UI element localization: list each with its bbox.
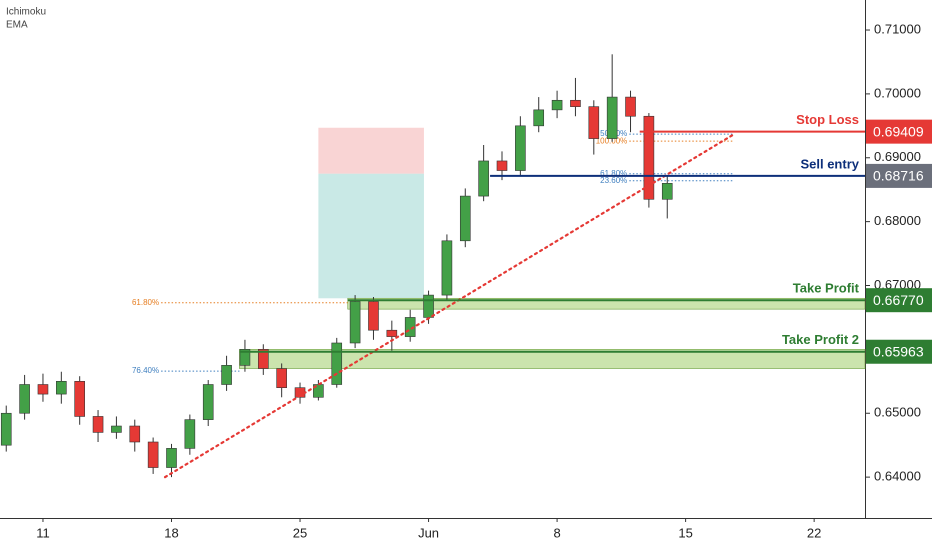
y-tick-label: 0.68000 xyxy=(874,213,921,228)
price-tag xyxy=(866,339,932,364)
fib-label: 23.60% xyxy=(600,176,627,185)
indicator-label: Ichimoku xyxy=(6,7,46,18)
fib-label: 61.80% xyxy=(132,298,159,307)
candle-body xyxy=(661,183,673,200)
candle-body xyxy=(386,329,398,337)
candle-body xyxy=(404,317,416,337)
candle-body xyxy=(56,381,67,395)
candle-body xyxy=(258,349,269,369)
candle-body xyxy=(570,99,581,107)
price-tag xyxy=(866,288,932,313)
price-tag-label: 0.68716 xyxy=(873,168,924,184)
candle-body xyxy=(533,109,545,127)
candle-body xyxy=(496,160,508,171)
y-tick-label: 0.69000 xyxy=(874,149,921,164)
fib-label: 100.00% xyxy=(596,136,628,145)
x-tick-label: 22 xyxy=(807,525,821,540)
y-tick-label: 0.70000 xyxy=(874,85,921,100)
y-tick-label: 0.65000 xyxy=(874,405,921,420)
candle-body xyxy=(331,342,343,385)
price-tag xyxy=(866,163,932,188)
target-zone xyxy=(347,297,866,310)
candle-body xyxy=(606,96,618,139)
candle-body xyxy=(459,195,471,242)
candle-body xyxy=(92,416,104,433)
candle-body xyxy=(37,384,49,395)
candle-body xyxy=(588,106,600,139)
fib-label: 61.80% xyxy=(600,169,627,178)
candle-body xyxy=(239,349,251,366)
candle-body xyxy=(19,384,30,414)
price-tag xyxy=(866,119,932,144)
y-tick-label: 0.67000 xyxy=(874,277,921,292)
level-name: Stop Loss xyxy=(796,112,859,127)
candle-body xyxy=(276,368,287,389)
candle-body xyxy=(551,99,563,111)
price-tag-label: 0.65963 xyxy=(873,343,924,359)
reward-box xyxy=(318,173,424,299)
candle-body xyxy=(515,125,526,171)
candle-body xyxy=(184,419,196,449)
x-tick-label: 11 xyxy=(36,525,50,540)
trendline xyxy=(163,132,737,479)
candle-body xyxy=(202,384,214,420)
candle-body xyxy=(478,160,489,197)
x-tick-label: 25 xyxy=(293,525,307,540)
candle-body xyxy=(441,240,453,296)
level-name: Take Profit xyxy=(793,281,860,296)
y-tick-label: 0.71000 xyxy=(874,21,921,36)
candle-body xyxy=(166,448,177,468)
y-tick-label: 0.64000 xyxy=(874,469,921,484)
candle-body xyxy=(147,441,159,468)
indicator-label: EMA xyxy=(6,20,28,31)
x-tick-label: Jun xyxy=(418,525,439,540)
price-tag-label: 0.66770 xyxy=(873,292,924,308)
level-name: Sell entry xyxy=(800,156,859,171)
x-tick-label: 8 xyxy=(553,525,560,540)
price-tag-label: 0.69409 xyxy=(873,123,924,139)
candle-body xyxy=(349,301,361,344)
target-zone xyxy=(239,349,866,369)
candle-body xyxy=(643,115,655,200)
candle-body xyxy=(368,301,379,331)
candle-body xyxy=(74,381,85,417)
x-tick-label: 18 xyxy=(164,525,178,540)
candle-body xyxy=(221,365,232,385)
level-name: Take Profit 2 xyxy=(782,332,859,347)
candle-body xyxy=(111,425,122,433)
candle-body xyxy=(0,412,12,446)
candle-body xyxy=(129,425,141,443)
candle-body xyxy=(625,96,636,117)
risk-box xyxy=(318,127,424,174)
candle-body xyxy=(423,294,434,318)
x-tick-label: 15 xyxy=(678,525,692,540)
fib-label: 76.40% xyxy=(132,366,159,375)
